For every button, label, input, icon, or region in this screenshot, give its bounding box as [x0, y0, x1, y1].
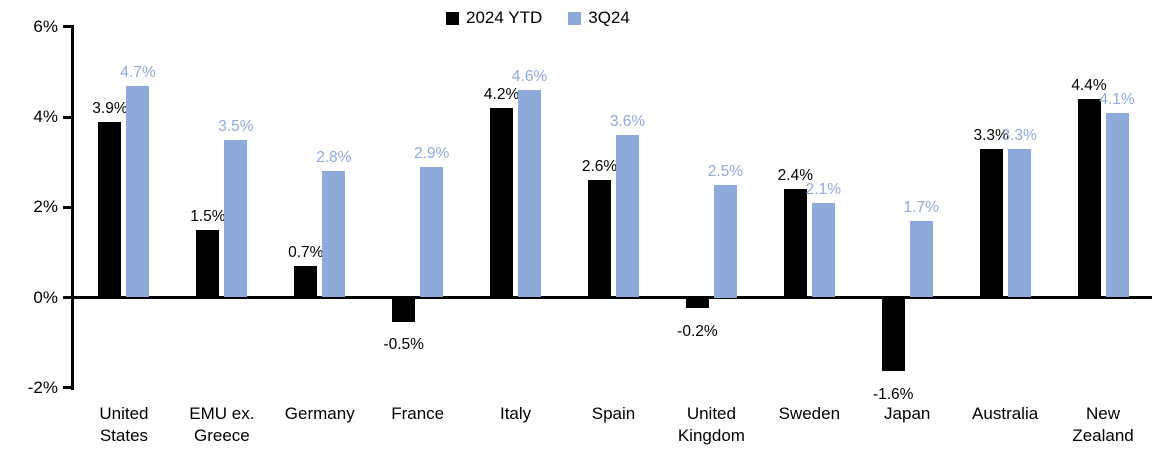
bar-label-2024-ytd-united-states: 3.9% — [92, 99, 128, 117]
bar-label-2024-ytd-italy: 4.2% — [483, 86, 520, 104]
bar-label-2024-ytd-spain: 2.6% — [581, 158, 618, 176]
bar-2024-ytd-sweden — [783, 189, 807, 298]
chart-legend: 2024 YTD 3Q24 — [446, 8, 630, 28]
bar-label-3q24-japan: 1.7% — [903, 198, 939, 216]
x-category-label-new-zealand: New Zealand — [1072, 404, 1134, 445]
bar-label-3q24-united-states: 4.7% — [120, 63, 156, 81]
y-tick-mark — [63, 25, 74, 29]
y-tick-mark — [63, 205, 74, 209]
y-tick-mark — [63, 115, 74, 119]
bar-label-2024-ytd-new-zealand: 4.4% — [1071, 77, 1107, 95]
bar-2024-ytd-new-zealand — [1077, 99, 1101, 298]
bar-2024-ytd-france — [392, 299, 416, 322]
bar-3q24-italy — [518, 90, 542, 298]
bar-label-3q24-australia: 3.3% — [1001, 126, 1037, 144]
x-category-label-sweden: Sweden — [778, 404, 841, 423]
bar-2024-ytd-italy — [490, 108, 514, 298]
bar-3q24-sweden — [811, 202, 835, 298]
bar-label-2024-ytd-united-kingdom: -0.2% — [677, 322, 718, 340]
bar-label-3q24-sweden: 2.1% — [805, 180, 841, 198]
bar-label-3q24-germany: 2.8% — [316, 149, 352, 167]
x-category-label-australia: Australia — [972, 404, 1039, 423]
bar-3q24-australia — [1007, 148, 1031, 298]
y-tick-label: -2% — [27, 377, 58, 397]
bar-3q24-japan — [909, 220, 933, 298]
bar-3q24-united-kingdom — [713, 184, 737, 298]
y-tick-label: 4% — [33, 107, 58, 127]
x-category-label-france: France — [391, 404, 445, 423]
legend-swatch-3q24-icon — [568, 11, 582, 25]
legend-label-2024ytd: 2024 YTD — [466, 8, 543, 27]
bar-3q24-new-zealand — [1105, 112, 1129, 298]
bar-label-2024-ytd-emu-ex-greece: 1.5% — [190, 207, 226, 225]
x-category-label-united-kingdom: United Kingdom — [677, 404, 745, 445]
bar-2024-ytd-germany — [294, 265, 318, 298]
bar-label-3q24-emu-ex-greece: 3.5% — [218, 117, 254, 135]
bar-2024-ytd-japan — [881, 299, 905, 372]
y-tick-label: 6% — [33, 16, 58, 36]
bar-2024-ytd-australia — [979, 148, 1003, 298]
bar-2024-ytd-spain — [588, 180, 611, 298]
legend-swatch-2024ytd-icon — [446, 11, 459, 25]
x-category-label-spain: Spain — [591, 404, 636, 423]
legend-item-3q24: 3Q24 — [568, 8, 630, 28]
bar-3q24-united-states — [126, 85, 150, 298]
x-category-label-germany: Germany — [284, 404, 355, 423]
y-tick-mark — [63, 386, 74, 390]
zero-baseline — [71, 296, 1152, 299]
bar-3q24-france — [420, 166, 444, 298]
y-tick-mark — [63, 296, 74, 299]
bar-label-2024-ytd-japan: -1.6% — [872, 385, 914, 403]
bar-label-2024-ytd-france: -0.5% — [383, 336, 424, 354]
bar-label-2024-ytd-germany: 0.7% — [288, 243, 324, 261]
bar-3q24-germany — [322, 171, 346, 298]
bar-label-3q24-france: 2.9% — [414, 144, 450, 162]
y-tick-label: 0% — [33, 287, 58, 307]
bar-3q24-emu-ex-greece — [224, 139, 248, 298]
bar-3q24-spain — [616, 135, 639, 298]
x-category-label-emu-ex-greece: EMU ex. Greece — [189, 404, 255, 445]
x-category-label-japan: Japan — [884, 404, 931, 423]
legend-label-3q24: 3Q24 — [588, 8, 630, 27]
bar-label-2024-ytd-australia: 3.3% — [973, 126, 1009, 144]
bar-2024-ytd-emu-ex-greece — [196, 229, 220, 298]
bar-2024-ytd-united-kingdom — [685, 299, 709, 309]
bar-label-3q24-united-kingdom: 2.5% — [707, 162, 744, 180]
x-category-label-italy: Italy — [499, 404, 532, 423]
legend-item-2024ytd: 2024 YTD — [446, 8, 542, 28]
bar-label-3q24-new-zealand: 4.1% — [1099, 90, 1135, 108]
bar-2024-ytd-united-states — [98, 121, 122, 298]
bar-label-3q24-italy: 4.6% — [511, 68, 548, 86]
bar-label-2024-ytd-sweden: 2.4% — [777, 167, 813, 185]
y-tick-label: 2% — [33, 197, 58, 217]
bar-label-3q24-spain: 3.6% — [609, 113, 646, 131]
x-category-label-united-states: United States — [99, 404, 149, 445]
